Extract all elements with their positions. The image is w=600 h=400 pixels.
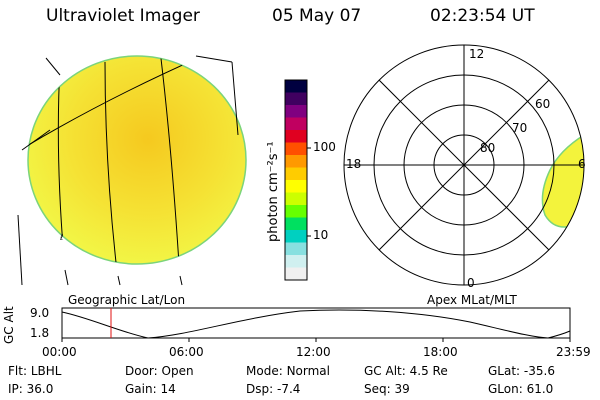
colorbar-swatch (285, 167, 307, 181)
date-label: 05 May 07 (272, 6, 362, 26)
mlat-label-80: 80 (480, 141, 496, 155)
altitude-timeline (61, 307, 571, 342)
mlt-label-bottom: 0 (467, 276, 475, 290)
timeline-xtick-0: 00:00 (42, 345, 77, 359)
colorbar-tick-100: 100 (313, 140, 336, 154)
mlat-label-70: 70 (512, 121, 528, 135)
colorbar (285, 80, 307, 281)
colorbar-swatch (285, 130, 307, 143)
footer-mode: Mode: Normal (246, 364, 330, 378)
colorbar-swatch (285, 192, 307, 206)
colorbar-swatch (285, 267, 307, 281)
colorbar-swatch (285, 80, 307, 93)
colorbar-unit-label: photon cm⁻²s⁻¹ (266, 141, 281, 242)
lat-lon-grid (28, 56, 241, 264)
timeline-ylabel: GC Alt (2, 306, 16, 344)
colorbar-swatch (285, 205, 307, 218)
timeline-ytick-top: 9.0 (30, 306, 50, 320)
colorbar-swatch (285, 155, 307, 168)
colorbar-swatch (285, 242, 307, 256)
colorbar-tick-10: 10 (313, 228, 329, 242)
aurora-oval-patch (541, 133, 584, 228)
mlat-label-60: 60 (535, 97, 551, 111)
footer-gain: Gain: 14 (125, 382, 176, 396)
app-title: Ultraviolet Imager (46, 6, 200, 26)
footer-door: Door: Open (125, 364, 194, 378)
footer-gc-alt: GC Alt: 4.5 Re (364, 364, 448, 378)
timeline-xtick-2: 12:00 (296, 345, 331, 359)
timeline-ytick-bottom: 1.8 (30, 326, 50, 340)
geographic-disk: ℓ (17, 55, 247, 286)
geographic-panel-label: Geographic Lat/Lon (68, 293, 186, 307)
polar-plot (343, 44, 585, 286)
mlt-label-left: 18 (346, 157, 362, 171)
earth-disk (27, 55, 247, 265)
footer-seq: Seq: 39 (364, 382, 410, 396)
footer-ip: IP: 36.0 (8, 382, 54, 396)
mlt-label-top: 12 (469, 47, 485, 61)
time-label: 02:23:54 UT (430, 6, 535, 26)
footer-flt: Flt: LBHL (8, 364, 62, 378)
colorbar-swatch (285, 142, 307, 156)
colorbar-swatch (285, 217, 307, 231)
timeline-xtick-3: 18:00 (423, 345, 458, 359)
timeline-xtick-1: 06:00 (169, 345, 204, 359)
timeline-xtick-4: 23:59 (556, 345, 591, 359)
colorbar-swatch (285, 117, 307, 131)
footer-glat: GLat: -35.6 (488, 364, 555, 378)
altitude-curve (61, 309, 571, 339)
footer-glon: GLon: 61.0 (488, 382, 554, 396)
apex-panel-label: Apex MLat/MLT (427, 293, 517, 307)
colorbar-swatch (285, 92, 307, 106)
colorbar-swatch (285, 180, 307, 193)
colorbar-swatch (285, 230, 307, 243)
colorbar-swatch (285, 255, 307, 268)
colorbar-swatch (285, 105, 307, 118)
mlt-label-right: 6 (578, 157, 586, 171)
footer-dsp: Dsp: -7.4 (246, 382, 301, 396)
svg-text:ℓ: ℓ (59, 233, 63, 242)
